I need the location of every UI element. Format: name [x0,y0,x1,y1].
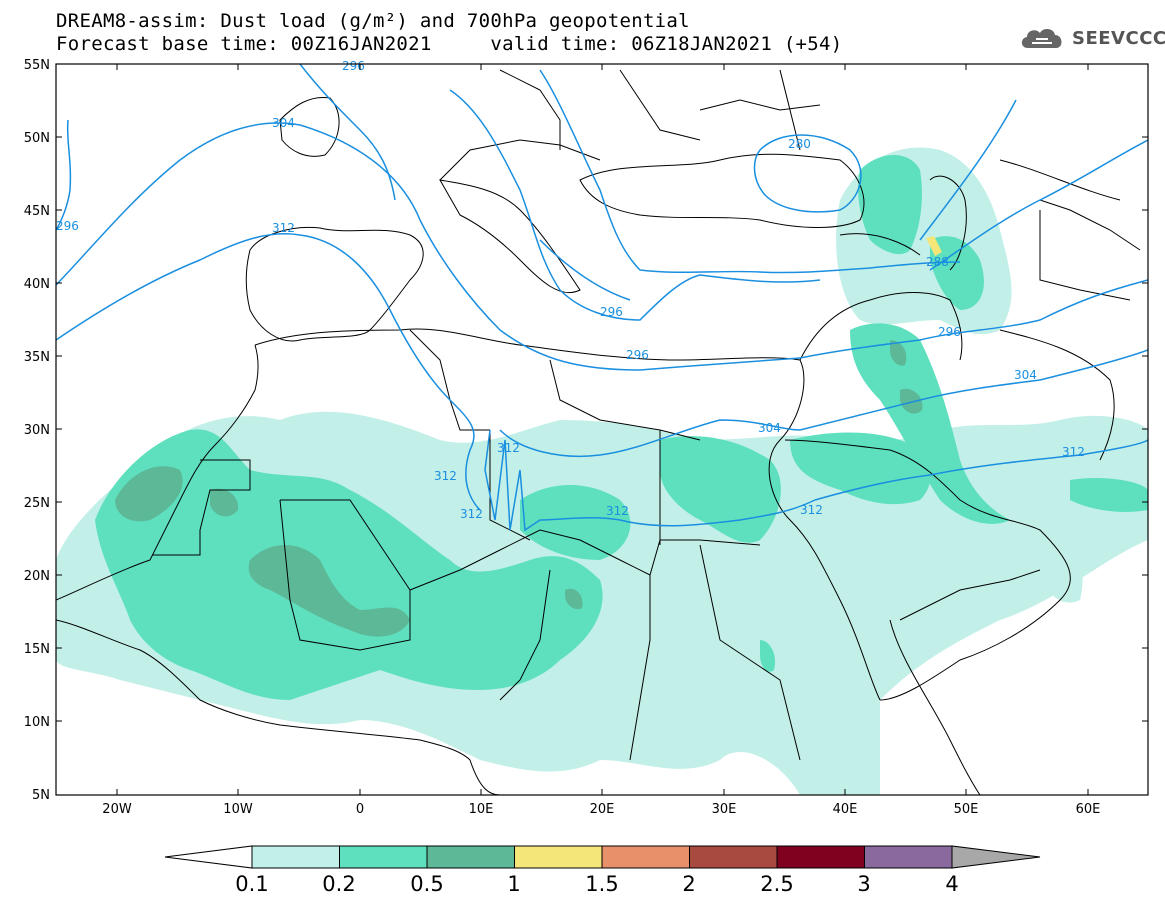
latitude-labels: 55N 50N 45N 40N 35N 30N 25N 20N 15N 10N … [24,58,50,803]
colorbar-swatch [339,845,428,869]
contour-label: 312 [1062,445,1085,459]
contour-label: 280 [788,137,811,151]
contour-label: 312 [460,507,483,521]
contour-labels: 296 304 312 312 312 312 312 312 296 280 … [56,59,1085,521]
colorbar-label: 2.5 [760,872,793,896]
contour-label: 304 [758,421,781,435]
contour-label: 296 [56,219,79,233]
colorbar-swatches [251,845,953,869]
contour-label: 312 [272,221,295,235]
contour-label: 296 [938,325,961,339]
colorbar-swatch [864,845,953,869]
lon-tick-label: 40E [833,802,858,817]
lat-tick-label: 55N [24,58,50,73]
lat-tick-label: 20N [24,569,50,584]
colorbar-swatch [426,845,515,869]
lon-tick-label: 60E [1076,802,1101,817]
lat-tick-label: 5N [32,788,50,803]
contour-label: 312 [800,503,823,517]
lat-tick-label: 50N [24,131,50,146]
lon-tick-label: 30E [712,802,737,817]
colorbar-swatch [689,845,778,869]
contour-label: 304 [272,116,295,130]
colorbar-swatch [776,845,865,869]
lon-tick-label: 10E [469,802,494,817]
colorbar-label: 2 [682,872,695,896]
lon-tick-label: 50E [954,802,979,817]
colorbar-label: 1.5 [585,872,618,896]
axis-ticks [56,63,1148,795]
contour-label: 296 [626,348,649,362]
colorbar-label: 0.5 [410,872,443,896]
coastlines-borders [56,69,1141,795]
lat-tick-label: 30N [24,423,50,438]
lat-tick-label: 45N [24,204,50,219]
cloud-icon [1021,29,1062,48]
lat-tick-label: 40N [24,277,50,292]
contour-label: 304 [1014,368,1037,382]
dust-load-shading [56,147,1148,795]
geopotential-contours [56,64,1148,532]
colorbar-right-cap [951,845,1041,869]
contour-label: 296 [600,305,623,319]
colorbar-labels: 0.1 0.2 0.5 1 1.5 2 2.5 3 4 [235,872,958,896]
contour-label: 288 [926,255,949,269]
lon-tick-label: 20E [590,802,615,817]
map-title: DREAM8-assim: Dust load (g/m²) and 700hP… [56,10,690,32]
lon-tick-label: 10W [223,802,253,817]
contour-label: 312 [497,441,520,455]
lat-tick-label: 10N [24,715,50,730]
lat-tick-label: 35N [24,350,50,365]
contour-label: 312 [606,504,629,518]
colorbar-label: 1 [507,872,520,896]
colorbar-label: 3 [857,872,870,896]
lat-tick-label: 25N [24,496,50,511]
lon-tick-label: 0 [356,802,364,817]
longitude-labels: 20W 10W 0 10E 20E 30E 40E 50E 60E [102,802,1100,817]
colorbar-swatch [514,845,603,869]
colorbar-label: 0.2 [322,872,355,896]
logo-text: SEEVCCC [1072,27,1165,49]
contour-label: 312 [434,469,457,483]
seevccc-logo: SEEVCCC [1018,24,1165,52]
contour-label: 296 [342,59,365,73]
map-subtitle-times: Forecast base time: 00Z16JAN2021 valid t… [56,33,843,55]
colorbar-left-cap [164,845,253,869]
lat-tick-label: 15N [24,642,50,657]
colorbar-swatch [251,845,340,869]
colorbar-swatch [601,845,690,869]
lon-tick-label: 20W [102,802,132,817]
colorbar-label: 4 [945,872,958,896]
colorbar-label: 0.1 [235,872,268,896]
